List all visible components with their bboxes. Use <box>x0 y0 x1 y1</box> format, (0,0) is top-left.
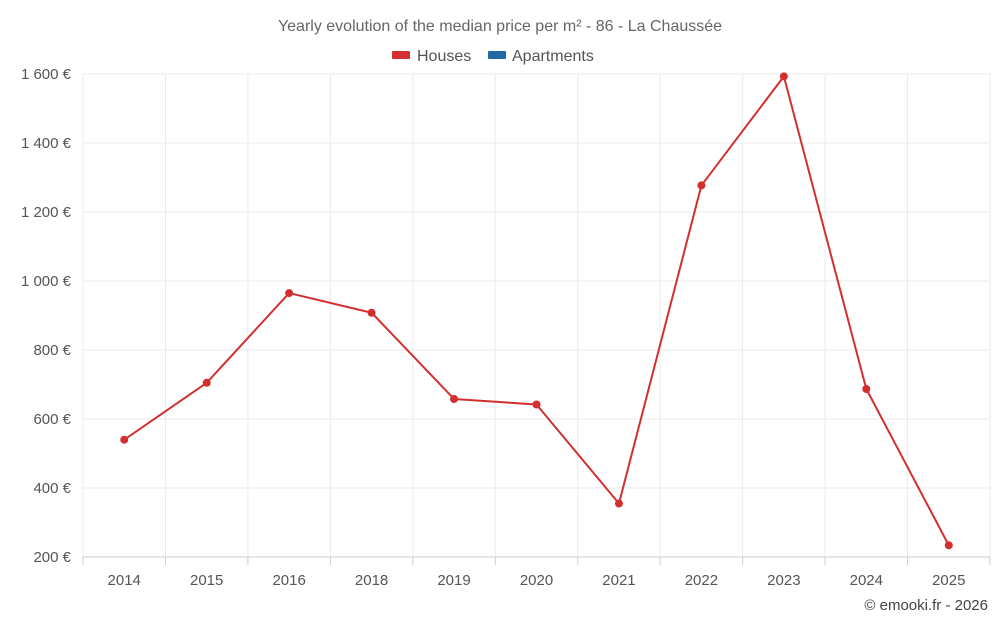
legend-swatch-apartments <box>488 51 506 59</box>
x-tick-label: 2018 <box>355 572 388 589</box>
y-axis: 200 € 400 € 600 € 800 € 1 000 € 1 200 € 1 400 … <box>21 66 72 566</box>
y-tick-label: 1 000 € <box>21 273 72 290</box>
legend-item-apartments[interactable]: Apartments <box>488 48 594 65</box>
data-point-houses-2021[interactable] <box>614 499 623 508</box>
footer-credit: © emooki.fr - 2026 <box>864 597 988 614</box>
x-tick-label: 2014 <box>108 572 141 589</box>
legend-label-apartments: Apartments <box>512 48 594 65</box>
data-point-houses-2022[interactable] <box>697 181 706 190</box>
data-point-houses-2016[interactable] <box>285 289 294 298</box>
legend: Houses Apartments <box>392 48 594 65</box>
y-tick-label: 400 € <box>33 480 71 497</box>
x-axis: 2014 2015 2016 2018 2019 2020 2021 2022 2023 2024… <box>82 556 991 589</box>
data-point-houses-2015[interactable] <box>202 378 211 387</box>
x-tick-label: 2023 <box>767 572 800 589</box>
x-tick-label: 2019 <box>437 572 470 589</box>
series-houses <box>120 72 953 550</box>
data-point-houses-2019[interactable] <box>450 394 459 403</box>
y-tick-label: 800 € <box>33 342 71 359</box>
y-tick-label: 600 € <box>33 411 71 428</box>
x-tick-label: 2015 <box>190 572 223 589</box>
y-tick-label: 200 € <box>33 549 71 566</box>
x-tick-label: 2025 <box>932 572 965 589</box>
chart-title: Yearly evolution of the median price per… <box>278 18 722 35</box>
y-tick-label: 1 400 € <box>21 135 72 152</box>
legend-label-houses: Houses <box>417 48 471 65</box>
data-point-houses-2023[interactable] <box>779 72 788 81</box>
x-tick-label: 2016 <box>272 572 305 589</box>
legend-swatch-houses <box>392 51 410 59</box>
data-point-houses-2020[interactable] <box>532 400 541 409</box>
grid <box>82 73 991 557</box>
y-tick-label: 1 200 € <box>21 204 72 221</box>
data-point-houses-2024[interactable] <box>862 384 871 393</box>
legend-item-houses[interactable]: Houses <box>392 48 471 65</box>
y-tick-label: 1 600 € <box>21 66 72 83</box>
x-tick-label: 2022 <box>685 572 718 589</box>
data-point-houses-2018[interactable] <box>367 308 376 317</box>
x-tick-label: 2024 <box>850 572 883 589</box>
data-point-houses-2025[interactable] <box>944 541 953 550</box>
x-tick-label: 2021 <box>602 572 635 589</box>
data-point-houses-2014[interactable] <box>120 435 129 444</box>
x-tick-label: 2020 <box>520 572 553 589</box>
